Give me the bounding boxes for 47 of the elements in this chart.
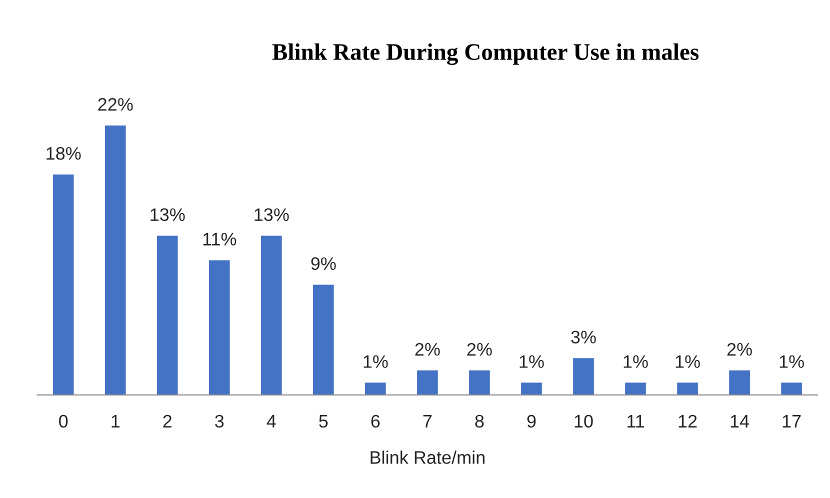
bar — [729, 370, 750, 395]
x-tick-label: 5 — [319, 415, 328, 428]
data-label: 1% — [364, 355, 388, 368]
bar — [313, 284, 334, 395]
data-label: 1% — [624, 355, 648, 368]
data-label: 13% — [254, 208, 289, 222]
bar — [625, 382, 646, 395]
data-label: 9% — [311, 257, 336, 270]
data-label: 2% — [727, 342, 752, 356]
x-tick-label: 12 — [678, 414, 697, 428]
data-label: 18% — [46, 147, 81, 160]
x-tick-label: 6 — [371, 414, 380, 428]
data-label: 3% — [571, 330, 596, 344]
x-tick-label: 9 — [527, 414, 536, 428]
bar — [469, 370, 490, 395]
x-tick-label: 2 — [163, 414, 172, 428]
x-tick-label: 14 — [730, 415, 750, 428]
x-axis-title: Blink Rate/min — [370, 450, 484, 464]
bar — [104, 126, 126, 395]
x-tick-label: 7 — [423, 415, 432, 428]
data-label: 2% — [467, 342, 492, 356]
bar — [573, 358, 594, 395]
x-tick-label: 17 — [782, 415, 801, 428]
x-tick-label: 1 — [112, 415, 120, 428]
chart-title: Blink Rate During Computer Use in males — [272, 43, 699, 65]
bar — [261, 236, 282, 395]
x-tick-label: 10 — [574, 414, 593, 428]
bar — [365, 382, 386, 395]
bar — [417, 370, 438, 395]
x-tick-label: 0 — [59, 414, 68, 428]
data-label: 1% — [676, 355, 700, 368]
bar — [208, 260, 230, 395]
x-tick-label: 4 — [266, 415, 276, 428]
data-label: 1% — [520, 355, 544, 368]
bar — [521, 382, 542, 395]
bar — [156, 236, 178, 395]
data-label: 11% — [203, 232, 236, 246]
bar — [677, 382, 698, 395]
bar — [781, 382, 802, 395]
x-tick-label: 11 — [628, 415, 644, 428]
bar — [52, 174, 74, 395]
x-tick-label: 3 — [215, 414, 224, 428]
data-label: 13% — [150, 208, 185, 222]
data-label: 22% — [98, 98, 133, 111]
data-label: 1% — [780, 355, 804, 368]
data-label: 2% — [415, 342, 440, 356]
x-tick-label: 8 — [475, 414, 484, 428]
